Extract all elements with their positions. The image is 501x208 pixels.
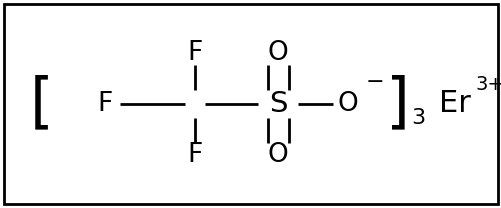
Text: F: F xyxy=(187,142,202,168)
Text: F: F xyxy=(97,91,112,117)
Text: 3+: 3+ xyxy=(474,74,501,94)
Text: S: S xyxy=(268,90,287,118)
Text: ]: ] xyxy=(385,74,409,134)
Text: F: F xyxy=(187,40,202,66)
Text: Er: Er xyxy=(438,89,470,119)
Text: O: O xyxy=(267,142,288,168)
Text: −: − xyxy=(365,72,384,92)
Text: [: [ xyxy=(30,74,54,134)
Text: O: O xyxy=(337,91,358,117)
Text: 3: 3 xyxy=(410,108,424,128)
Text: O: O xyxy=(267,40,288,66)
